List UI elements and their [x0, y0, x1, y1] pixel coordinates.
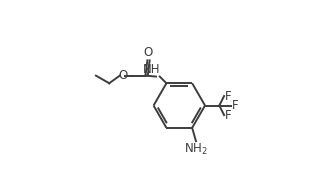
- Text: O: O: [144, 46, 153, 59]
- Text: F: F: [225, 108, 232, 122]
- Text: NH$_2$: NH$_2$: [184, 142, 208, 157]
- Text: F: F: [225, 89, 232, 103]
- Text: F: F: [232, 99, 238, 112]
- Text: NH: NH: [143, 63, 160, 76]
- Text: O: O: [118, 69, 127, 82]
